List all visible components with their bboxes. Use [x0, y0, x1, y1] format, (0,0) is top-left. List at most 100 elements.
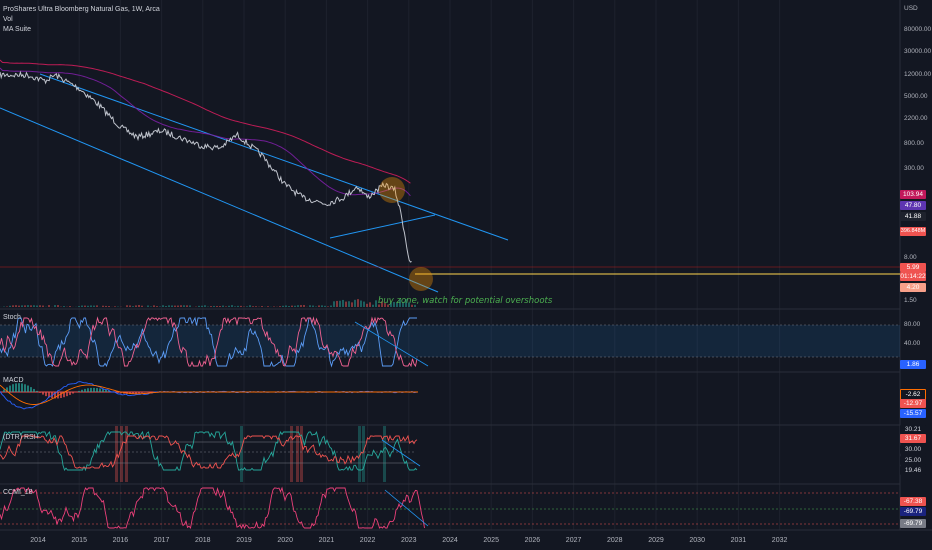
stoch-trendline[interactable]: [354, 321, 429, 367]
volume-bar: [282, 305, 284, 307]
volume-bar: [18, 305, 20, 307]
volume-bar: [357, 299, 359, 307]
level-badge: 4.20: [900, 283, 926, 292]
price-tick: 1.50: [904, 297, 917, 304]
time-axis-label: 2025: [483, 537, 499, 544]
buy-zone-highlight-circle[interactable]: [409, 267, 433, 291]
channel-upper-line[interactable]: [39, 73, 509, 241]
volume-bar: [390, 302, 392, 307]
time-axis-label: 2021: [318, 537, 335, 544]
ma-long-line: [0, 59, 411, 184]
volume-badge: 396.848M: [900, 227, 926, 236]
cci-ma-badge: -69.79: [900, 519, 926, 528]
volume-bar: [39, 305, 41, 307]
volume-bar: [330, 305, 332, 307]
macd-histogram-bar: [30, 387, 32, 392]
time-axis-label: 2030: [689, 537, 705, 544]
volume-bar: [57, 305, 59, 307]
volume-bar: [303, 305, 305, 307]
time-axis-label: 2024: [442, 537, 458, 544]
macd-pane-label[interactable]: MACD: [3, 377, 24, 384]
rsi-tick: 30.21: [900, 425, 926, 434]
macd-histogram-bar: [138, 392, 140, 394]
price-tick: 5000.00: [904, 93, 928, 100]
last-price-badge: 5.99: [900, 263, 926, 272]
rsi-tick: 25.00: [900, 456, 926, 465]
volume-bar: [63, 306, 65, 307]
time-axis-label: 2019: [236, 537, 252, 544]
rsi-tick: 30.00: [900, 445, 926, 454]
price-axis-currency: USD: [904, 5, 918, 12]
macd-histogram-bar: [42, 392, 44, 395]
volume-bar: [132, 306, 134, 307]
volume-bar: [414, 304, 416, 307]
volume-bar: [375, 300, 377, 307]
buy-zone-annotation[interactable]: buy zone, watch for potential overshoots: [378, 296, 553, 306]
volume-legend[interactable]: Vol: [3, 16, 13, 23]
rsi-highlight-zone: [300, 426, 303, 482]
price-tick: 300.00: [904, 165, 924, 172]
macd-histogram-bar: [51, 392, 53, 399]
macd-histogram-bar: [117, 392, 119, 393]
volume-bar: [105, 305, 107, 307]
volume-bar: [171, 305, 173, 307]
price-tick: 30000.00: [904, 48, 932, 55]
wedge-lower-line[interactable]: [329, 214, 436, 239]
macd-histogram-bar: [105, 389, 107, 392]
volume-bar: [36, 305, 38, 307]
volume-bar: [6, 306, 8, 307]
volume-bar: [345, 301, 347, 307]
time-axis-label: 2015: [71, 537, 87, 544]
volume-bar: [291, 305, 293, 307]
cci-trendline[interactable]: [384, 489, 429, 527]
volume-bar: [354, 299, 356, 307]
volume-bar: [261, 306, 263, 307]
macd-histogram-bar: [24, 384, 26, 392]
volume-bar: [339, 300, 341, 307]
volume-bar: [300, 305, 302, 307]
volume-bar: [27, 305, 29, 307]
macd-signal-line: [0, 384, 418, 405]
volume-bar: [12, 305, 14, 307]
macd-histogram-bar: [87, 388, 89, 392]
rsi-highlight-zone: [120, 426, 123, 482]
volume-bar: [177, 305, 179, 307]
top-highlight-circle[interactable]: [379, 177, 405, 203]
volume-bar: [201, 305, 203, 307]
macd-histogram-bar: [99, 388, 101, 392]
macd-histogram-bar: [3, 389, 5, 392]
ma-mid-line: [0, 67, 411, 197]
ma-suite-legend[interactable]: MA Suite: [3, 26, 32, 33]
macd-histogram-bar: [48, 392, 50, 398]
macd-histogram: [3, 383, 161, 399]
cci-pane-label[interactable]: CCMI_18: [3, 489, 33, 496]
volume-bar: [273, 306, 275, 307]
price-tick: 12000.00: [904, 71, 932, 78]
volume-bar: [297, 305, 299, 307]
time-axis-label: 2020: [277, 537, 293, 544]
macd-histogram-bar: [33, 388, 35, 392]
macd-histogram-bar: [132, 392, 134, 394]
volume-bar: [234, 306, 236, 307]
macd-histogram-bar: [12, 384, 14, 392]
stoch-value-badge: 1.86: [900, 360, 926, 369]
stoch-pane-label[interactable]: Stoch: [3, 314, 21, 321]
volume-bar: [141, 305, 143, 307]
time-axis-label: 2014: [30, 537, 46, 544]
volume-bar: [372, 304, 374, 307]
volume-bar: [138, 305, 140, 307]
rsi-value-badge: 31.67: [900, 434, 926, 443]
time-axis-label: 2018: [195, 537, 211, 544]
stoch-tick: 80.00: [904, 321, 921, 328]
rsi-pane-label[interactable]: (DTR) RSI+: [3, 434, 40, 441]
macd-histogram-bar: [72, 392, 74, 394]
rsi-trendline[interactable]: [381, 439, 421, 467]
volume-bar: [336, 300, 338, 307]
volume-bar: [279, 306, 281, 307]
volume-bar: [174, 305, 176, 307]
channel-lower-line[interactable]: [0, 107, 439, 293]
macd-histogram-bar: [18, 383, 20, 392]
volume-bar: [147, 305, 149, 307]
macd-histogram-bar: [129, 392, 131, 394]
